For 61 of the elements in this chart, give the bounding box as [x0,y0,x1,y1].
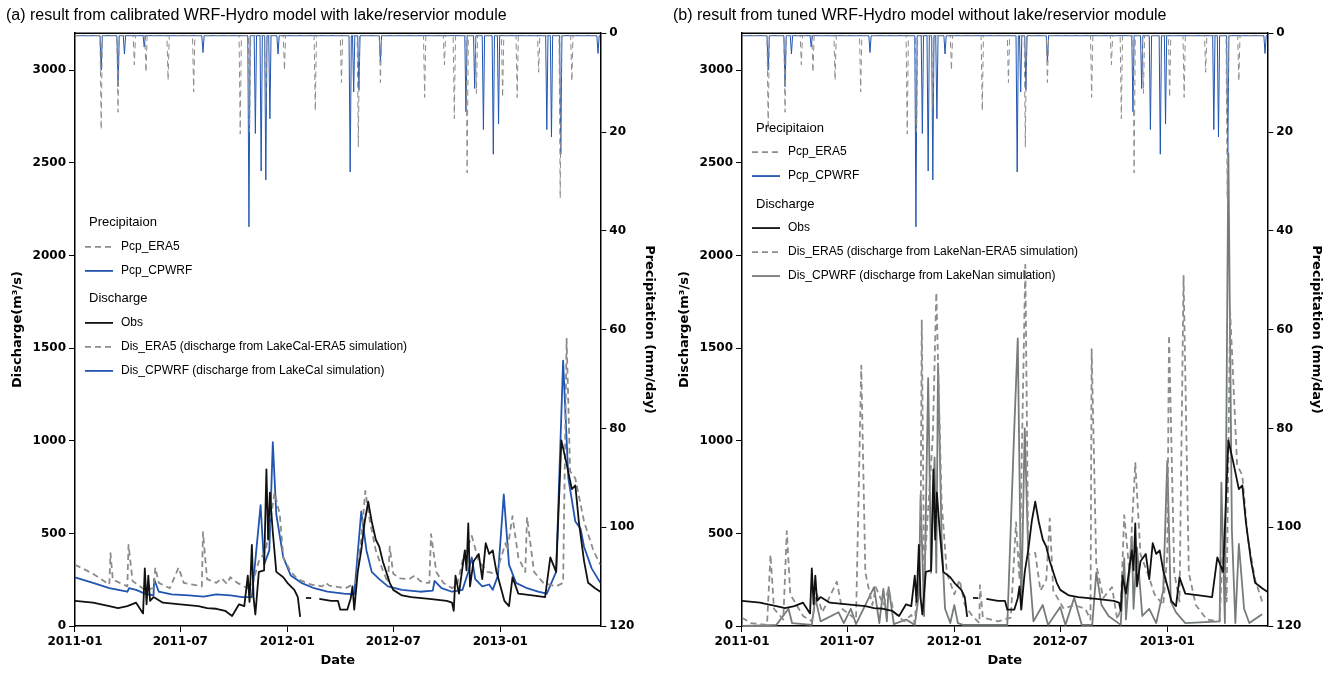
x-tick-label: 2011-07 [819,634,875,649]
y-tick-label: 500 [707,525,733,540]
x-tick-label: 2012-01 [259,634,315,649]
x-axis-title: Date [320,651,356,667]
y2-axis-title: Precipitation (mm/day) [1309,245,1325,415]
legend-label: Pcp_ERA5 [788,144,848,159]
x-tick-label: 2011-07 [152,634,208,649]
y-tick-label: 500 [40,525,66,540]
y2-tick-label: 40 [1276,222,1294,237]
legend-label: Dis_ERA5 (discharge from LakeCal-ERA5 simulation) [121,339,408,354]
legend-label: Dis_ERA5 (discharge from LakeNan-ERA5 simulation) [788,244,1079,259]
y2-tick-label: 100 [609,519,635,534]
x-axis-title: Date [987,651,1023,667]
y-tick-label: 3000 [32,62,66,77]
y-tick-label: 1500 [699,340,733,355]
y-tick-label: 0 [724,618,733,633]
y2-tick-label: 60 [609,321,627,336]
y2-tick-label: 20 [609,124,627,139]
y-tick-label: 0 [57,618,66,633]
y-tick-label: 1500 [32,340,66,355]
legend-label: Obs [121,315,144,330]
x-tick-label: 2011-01 [47,634,103,649]
chart-title: (b) result from tuned WRF-Hydro model without lake/reservior module [673,6,1167,24]
y-tick-label: 1000 [32,432,66,447]
y-tick-label: 2000 [699,247,733,262]
y-tick-label: 3000 [699,62,733,77]
legend-label: Dis_CPWRF (discharge from LakeNan simulation) [788,268,1056,283]
x-tick-label: 2013-01 [472,634,528,649]
legend-label: Pcp_CPWRF [121,263,193,278]
x-tick-label: 2011-01 [714,634,770,649]
y2-tick-label: 120 [1276,618,1302,633]
y2-tick-label: 80 [609,420,627,435]
chart-title: (a) result from calibrated WRF-Hydro model with lake/reservior module [6,6,507,24]
y2-tick-label: 20 [1276,124,1294,139]
legend-label: Dis_CPWRF (discharge from LakeCal simulation) [121,363,385,378]
y-tick-label: 2000 [32,247,66,262]
y2-tick-label: 0 [609,25,618,40]
annotation: Precipitaion [756,119,824,135]
legend-label: Obs [788,220,811,235]
y2-tick-label: 60 [1276,321,1294,336]
line-series [742,263,1264,626]
annotation: Precipitaion [89,214,157,230]
y2-tick-label: 120 [609,618,635,633]
annotation: Discharge [756,195,815,211]
y2-tick-label: 40 [609,222,627,237]
y-axis-title: Discharge(m³/s) [9,271,25,389]
y-tick-label: 1000 [699,432,733,447]
x-tick-label: 2012-07 [365,634,421,649]
y-tick-label: 2500 [699,155,733,169]
y-tick-label: 2500 [32,155,66,169]
annotation: Discharge [89,290,148,306]
legend-label: Pcp_ERA5 [121,239,181,254]
y2-axis-title: Precipitation (mm/day) [642,245,658,415]
y2-tick-label: 80 [1276,420,1294,435]
x-tick-label: 2013-01 [1139,634,1195,649]
y-axis-title: Discharge(m³/s) [676,271,692,389]
legend-label: Pcp_CPWRF [788,168,860,183]
x-tick-label: 2012-01 [926,634,982,649]
x-tick-label: 2012-07 [1032,634,1088,649]
y2-tick-label: 100 [1276,519,1302,534]
y2-tick-label: 0 [1276,25,1285,40]
